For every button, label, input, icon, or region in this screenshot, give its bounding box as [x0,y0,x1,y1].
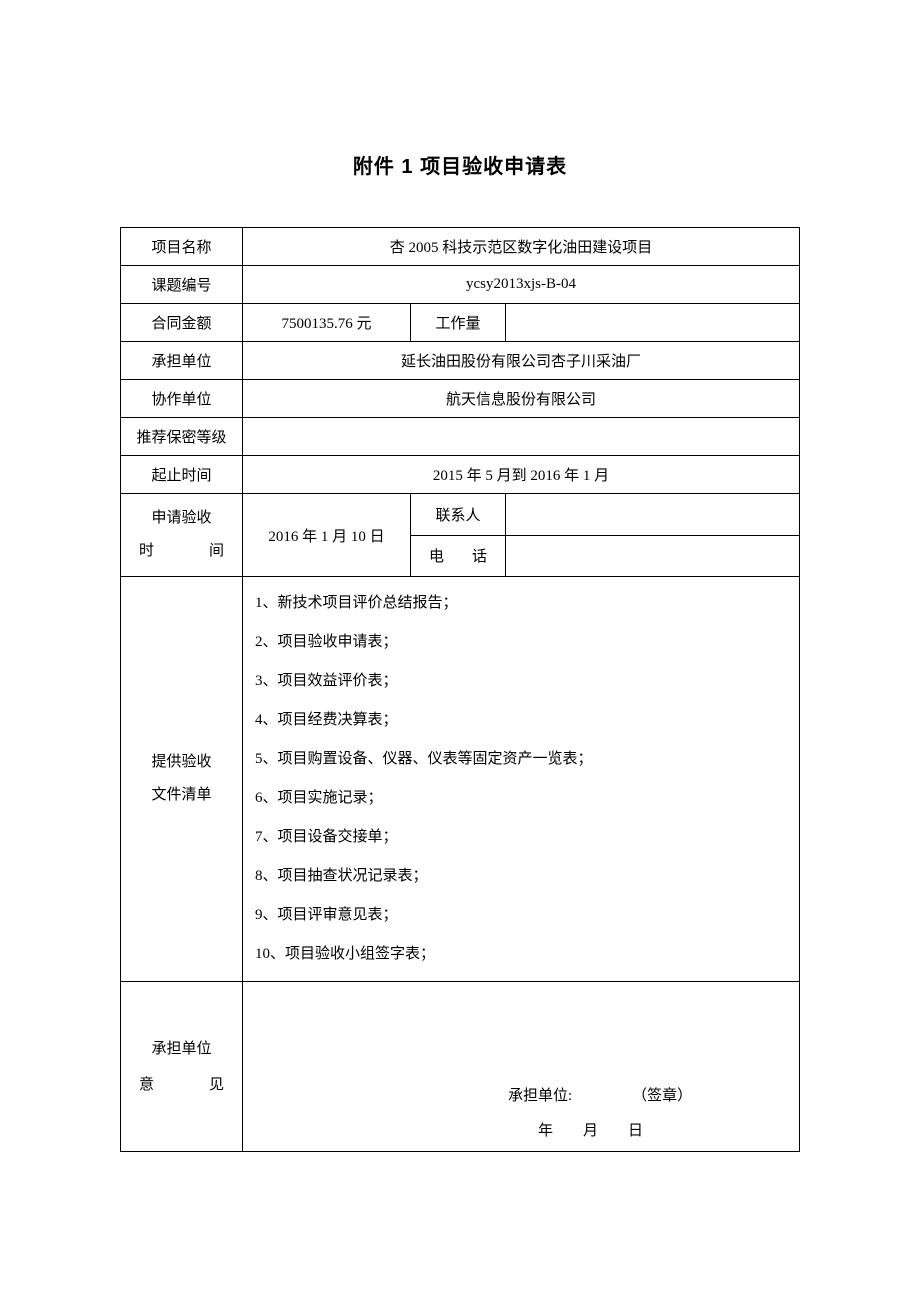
label-workload: 工作量 [411,304,506,342]
value-duration: 2015 年 5 月到 2016 年 1 月 [243,456,800,494]
label-apply-acceptance: 申请验收 时 间 [121,494,243,577]
value-phone [506,535,800,577]
signature-area: 承担单位: （签章） 年 月 日 [243,982,800,1152]
label-topic-code: 课题编号 [121,266,243,304]
value-topic-code: ycsy2013xjs-B-04 [243,266,800,304]
label-doc-list-l1: 提供验收 [121,746,242,779]
label-opinion-l2b: 见 [209,1067,224,1103]
row-coop-unit: 协作单位 航天信息股份有限公司 [121,380,800,418]
row-project-name: 项目名称 杏 2005 科技示范区数字化油田建设项目 [121,228,800,266]
value-project-name: 杏 2005 科技示范区数字化油田建设项目 [243,228,800,266]
label-doc-list-l2: 文件清单 [121,779,242,812]
acceptance-form-table: 项目名称 杏 2005 科技示范区数字化油田建设项目 课题编号 ycsy2013… [120,227,800,1152]
row-unit-opinion: 承担单位 意 见 承担单位: （签章） 年 月 日 [121,982,800,1152]
row-security-level: 推荐保密等级 [121,418,800,456]
label-coop-unit: 协作单位 [121,380,243,418]
doc-item: 3、项目效益评价表； [255,669,787,690]
value-contract-amount: 7500135.76 元 [243,304,411,342]
signature-unit-line: 承担单位: （签章） [243,1084,799,1105]
row-doc-list: 提供验收 文件清单 1、新技术项目评价总结报告； 2、项目验收申请表； 3、项目… [121,577,800,982]
signature-date-line: 年 月 日 [243,1119,799,1140]
label-phone-a: 电 [429,545,444,566]
label-phone: 电 话 [411,535,506,577]
doc-item: 4、项目经费决算表； [255,708,787,729]
document-title: 附件 1 项目验收申请表 [120,150,800,179]
doc-list-container: 1、新技术项目评价总结报告； 2、项目验收申请表； 3、项目效益评价表； 4、项… [243,577,800,982]
doc-item: 10、项目验收小组签字表； [255,942,787,963]
doc-item: 6、项目实施记录； [255,786,787,807]
value-coop-unit: 航天信息股份有限公司 [243,380,800,418]
label-apply-l2b: 间 [209,535,224,568]
value-undertake-unit: 延长油田股份有限公司杏子川采油厂 [243,342,800,380]
value-apply-date: 2016 年 1 月 10 日 [243,494,411,577]
value-security-level [243,418,800,456]
label-phone-b: 话 [472,545,487,566]
label-contract-amount: 合同金额 [121,304,243,342]
label-opinion-l1: 承担单位 [121,1031,242,1067]
doc-item: 8、项目抽查状况记录表； [255,864,787,885]
label-duration: 起止时间 [121,456,243,494]
row-apply-contact: 申请验收 时 间 2016 年 1 月 10 日 联系人 [121,494,800,536]
doc-item: 5、项目购置设备、仪器、仪表等固定资产一览表； [255,747,787,768]
label-apply-l2a: 时 [139,535,154,568]
label-unit-opinion: 承担单位 意 见 [121,982,243,1152]
label-project-name: 项目名称 [121,228,243,266]
label-apply-l1: 申请验收 [121,502,242,535]
label-security-level: 推荐保密等级 [121,418,243,456]
doc-item: 9、项目评审意见表； [255,903,787,924]
label-doc-list: 提供验收 文件清单 [121,577,243,982]
doc-item: 1、新技术项目评价总结报告； [255,591,787,612]
row-duration: 起止时间 2015 年 5 月到 2016 年 1 月 [121,456,800,494]
doc-item: 7、项目设备交接单； [255,825,787,846]
value-workload [506,304,800,342]
row-topic-code: 课题编号 ycsy2013xjs-B-04 [121,266,800,304]
label-contact-person: 联系人 [411,494,506,536]
doc-item: 2、项目验收申请表； [255,630,787,651]
label-undertake-unit: 承担单位 [121,342,243,380]
row-contract-amount: 合同金额 7500135.76 元 工作量 [121,304,800,342]
label-opinion-l2a: 意 [139,1067,154,1103]
row-undertake-unit: 承担单位 延长油田股份有限公司杏子川采油厂 [121,342,800,380]
value-contact-person [506,494,800,536]
